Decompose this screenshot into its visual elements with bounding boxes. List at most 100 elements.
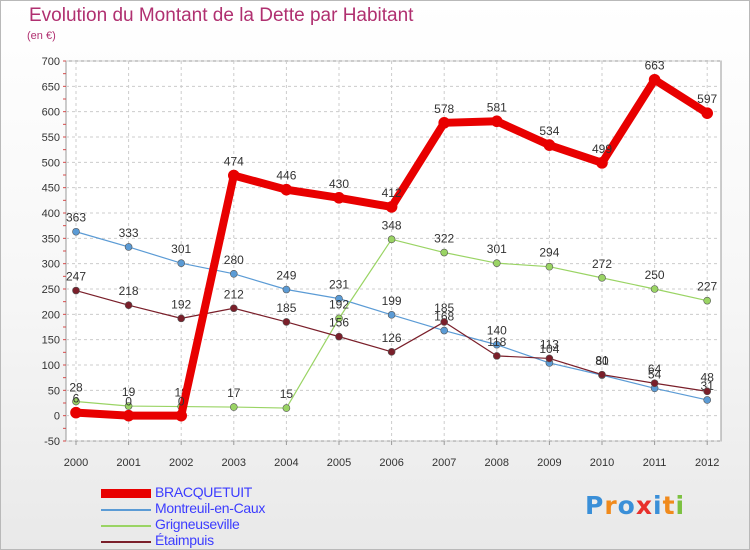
y-tick-label: -50 (44, 436, 60, 448)
x-tick-label: 2005 (327, 457, 351, 469)
data-label-etaimpuis: 81 (595, 354, 609, 368)
y-tick-label: 0 (54, 411, 60, 423)
data-label-bracquetuit: 534 (539, 124, 559, 138)
data-label-montreuil-en-caux: 363 (66, 211, 86, 225)
legend-swatch (101, 525, 151, 527)
data-label-grigneuseville: 301 (487, 242, 507, 256)
x-tick-label: 2011 (643, 457, 667, 469)
legend-swatch (101, 541, 151, 543)
proxiti-logo: Proxiti (585, 491, 686, 520)
data-point-etaimpuis (387, 348, 396, 356)
data-label-bracquetuit: 578 (434, 102, 454, 116)
data-point-grigneuseville (703, 296, 712, 305)
y-tick-label: 150 (42, 335, 60, 347)
data-point-grigneuseville (492, 259, 501, 267)
plot-area (65, 60, 722, 442)
data-point-bracquetuit (596, 157, 608, 169)
data-point-grigneuseville (440, 248, 449, 257)
data-label-montreuil-en-caux: 249 (276, 269, 296, 283)
y-tick-label: 350 (42, 233, 60, 245)
legend: BRACQUETUIT Montreuil-en-Caux Grigneusevil… (101, 484, 421, 549)
data-point-montreuil-en-caux (387, 311, 396, 319)
data-point-grigneuseville (335, 314, 343, 323)
data-label-etaimpuis: 247 (66, 270, 86, 284)
y-tick-label: 50 (48, 385, 60, 397)
legend-label: Montreuil-en-Caux (155, 500, 266, 516)
data-point-etaimpuis (124, 301, 133, 310)
data-point-bracquetuit (70, 406, 82, 419)
data-label-grigneuseville: 28 (69, 380, 83, 394)
data-point-etaimpuis (703, 387, 712, 396)
data-label-grigneuseville: 294 (539, 246, 559, 260)
data-point-etaimpuis (545, 354, 554, 363)
data-label-montreuil-en-caux: 231 (329, 278, 349, 292)
y-tick-label: 450 (42, 183, 60, 195)
data-label-bracquetuit: 581 (487, 100, 507, 114)
x-tick-label: 2002 (169, 457, 193, 469)
x-tick-label: 2009 (537, 457, 561, 469)
y-tick-label: 250 (42, 284, 60, 296)
data-point-etaimpuis (440, 318, 449, 326)
y-tick-label: 300 (42, 259, 60, 271)
data-label-bracquetuit: 0 (178, 395, 185, 409)
data-label-etaimpuis: 212 (224, 287, 244, 301)
data-label-bracquetuit: 499 (592, 142, 612, 156)
data-point-grigneuseville (72, 397, 80, 406)
data-point-montreuil-en-caux (72, 227, 80, 236)
x-tick-label: 2004 (274, 457, 298, 469)
data-label-montreuil-en-caux: 280 (224, 253, 244, 267)
y-tick-label: 700 (42, 56, 60, 68)
y-tick-label: 200 (42, 309, 60, 321)
data-point-etaimpuis (230, 304, 238, 313)
data-point-grigneuseville (230, 403, 238, 411)
legend-item: Étaimpuis (101, 532, 421, 549)
data-point-etaimpuis (650, 379, 659, 388)
data-label-etaimpuis: 192 (171, 297, 191, 311)
data-label-grigneuseville: 192 (329, 297, 349, 311)
data-point-etaimpuis (72, 286, 80, 295)
data-point-montreuil-en-caux (335, 294, 343, 303)
y-tick-label: 100 (42, 360, 60, 372)
data-label-montreuil-en-caux: 301 (171, 242, 191, 256)
y-tick-label: 650 (42, 81, 60, 93)
x-tick-label: 2008 (485, 457, 509, 469)
data-point-grigneuseville (650, 285, 659, 293)
data-label-bracquetuit: 430 (329, 177, 349, 191)
data-label-etaimpuis: 64 (648, 362, 662, 376)
data-point-grigneuseville (124, 402, 133, 410)
data-label-etaimpuis: 48 (701, 370, 715, 384)
legend-label: BRACQUETUIT (155, 484, 253, 500)
data-point-bracquetuit (122, 409, 135, 422)
data-point-bracquetuit (543, 139, 556, 151)
data-point-etaimpuis (335, 332, 343, 341)
x-tick-label: 2006 (379, 457, 403, 469)
data-label-montreuil-en-caux: 80 (595, 354, 609, 368)
data-label-grigneuseville: 348 (382, 218, 402, 232)
data-point-montreuil-en-caux (282, 285, 291, 294)
data-point-montreuil-en-caux (230, 269, 238, 278)
data-point-grigneuseville (282, 404, 291, 412)
y-tick-label: 600 (42, 107, 60, 119)
data-label-bracquetuit: 412 (382, 186, 402, 200)
data-label-etaimpuis: 156 (329, 316, 349, 330)
legend-swatch (101, 489, 151, 498)
data-label-etaimpuis: 118 (487, 335, 506, 349)
data-point-grigneuseville (387, 235, 396, 244)
data-label-etaimpuis: 185 (434, 301, 454, 315)
data-label-grigneuseville: 272 (592, 257, 612, 271)
data-label-montreuil-en-caux: 140 (487, 324, 507, 338)
data-label-etaimpuis: 113 (540, 337, 559, 351)
x-tick-label: 2010 (590, 457, 614, 469)
data-point-bracquetuit (280, 183, 293, 196)
y-tick-label: 550 (42, 132, 60, 144)
legend-swatch (101, 509, 151, 511)
data-point-bracquetuit (175, 409, 187, 422)
legend-item: BRACQUETUIT (101, 484, 421, 501)
data-point-grigneuseville (545, 262, 554, 271)
data-point-montreuil-en-caux (440, 326, 449, 335)
data-point-bracquetuit (385, 201, 398, 213)
data-label-montreuil-en-caux: 104 (539, 342, 559, 356)
x-tick-label: 2012 (695, 457, 719, 469)
data-label-etaimpuis: 126 (382, 331, 402, 345)
data-point-montreuil-en-caux (492, 340, 501, 349)
